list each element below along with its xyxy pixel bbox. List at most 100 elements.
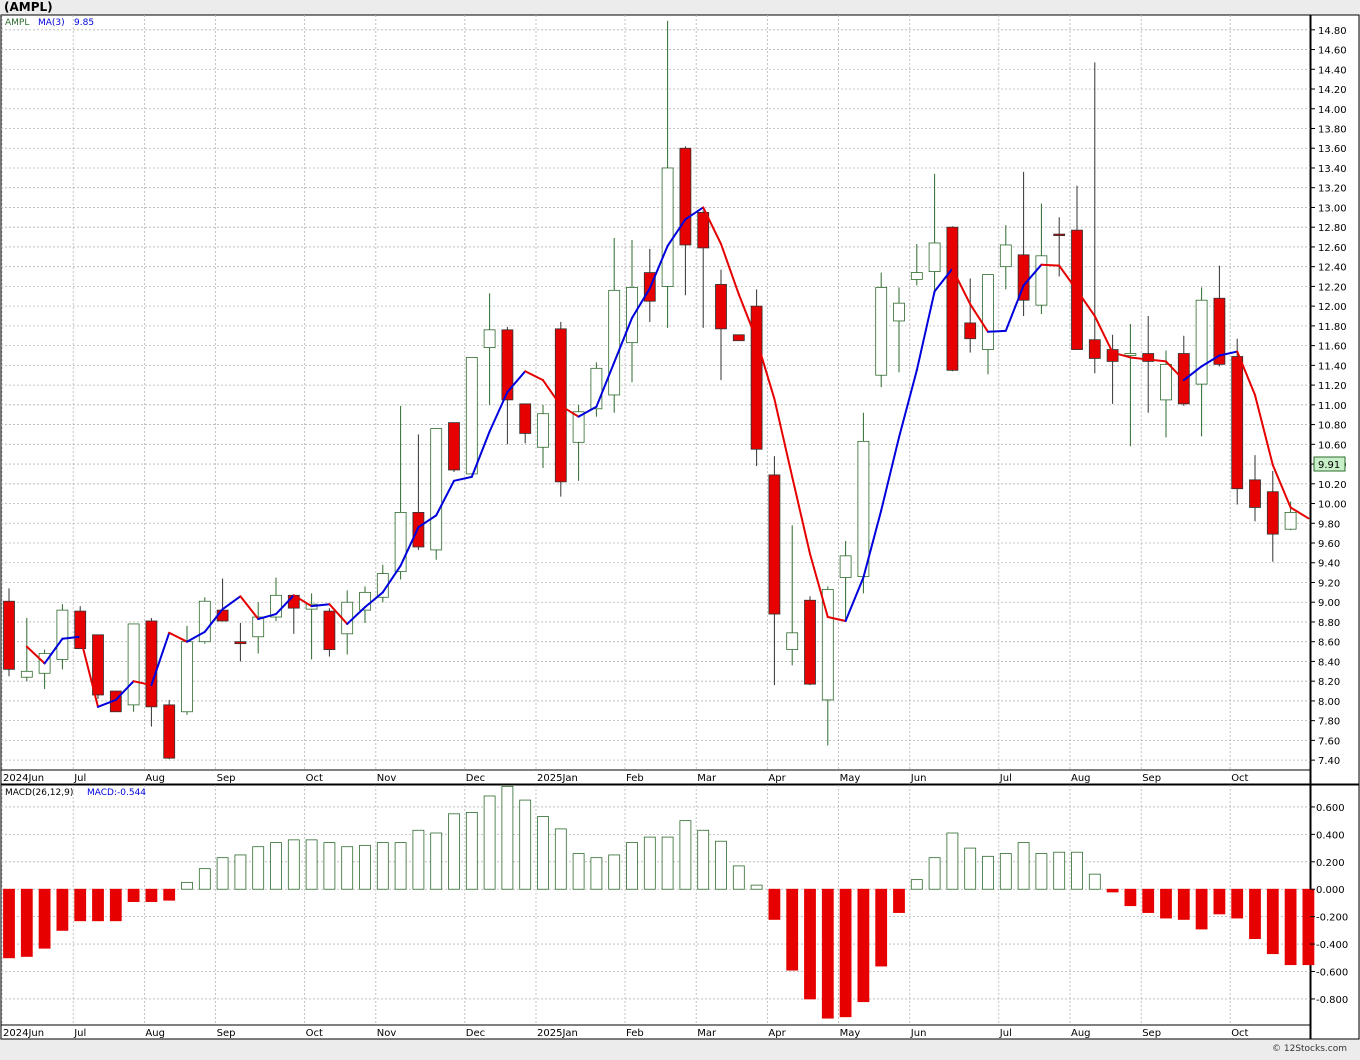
date-label: Sep (1142, 1028, 1161, 1039)
macd-bar-negative (1142, 888, 1155, 913)
ma-segment (97, 698, 117, 708)
ma-segment (987, 329, 1007, 333)
price-tick-label: 13.40 (1318, 164, 1347, 175)
candle-down (750, 305, 763, 450)
macd-bar-negative (768, 888, 781, 920)
macd-bar-positive (216, 857, 229, 890)
candle-up (910, 272, 923, 280)
date-label: Mar (697, 1028, 717, 1039)
ma-segment (257, 613, 277, 620)
macd-tick-label: -0.800 (1316, 995, 1348, 1006)
candle-up (999, 244, 1012, 268)
price-tick-label: 8.20 (1318, 677, 1340, 688)
ma-segment (933, 267, 954, 293)
ma-segment (880, 436, 900, 512)
candle-down (946, 226, 959, 371)
macd-bar-positive (608, 854, 621, 890)
last-price-badge-box (1313, 456, 1346, 472)
macd-bar-negative (875, 888, 888, 967)
ma-segment (364, 591, 384, 609)
price-tick-label: 8.00 (1318, 697, 1340, 708)
macd-bar-negative (127, 888, 140, 902)
macd-bar-negative (839, 888, 852, 1018)
macd-bar-positive (661, 836, 674, 890)
candle-down (679, 147, 692, 246)
macd-tick-label: 0.600 (1316, 803, 1345, 814)
price-tick-label: 9.20 (1318, 578, 1340, 589)
macd-bar-positive (305, 839, 318, 890)
macd-bar-positive (376, 842, 389, 890)
price-tick-label: 8.40 (1318, 657, 1340, 668)
price-tick-label: 10.20 (1318, 480, 1347, 491)
date-label: Jul (73, 1028, 86, 1039)
ma-segment (1182, 365, 1203, 382)
date-label: Jul (73, 773, 86, 784)
ma-segment (1218, 350, 1239, 357)
candle-down (3, 600, 15, 670)
candle-up (626, 286, 638, 344)
candle-down (732, 334, 745, 342)
macd-tick-label: 0.400 (1316, 830, 1345, 841)
ma-segment (648, 244, 669, 290)
moving-average-layer (25, 206, 1310, 708)
date-label: 2025Jan (537, 1028, 578, 1039)
candle-down (1266, 491, 1279, 535)
price-tick-label: 13.80 (1318, 124, 1347, 135)
macd-bar-negative (20, 888, 33, 957)
price-tick-label: 12.00 (1318, 302, 1347, 313)
macd-bar-positive (483, 795, 496, 890)
date-label: Dec (466, 1028, 485, 1039)
price-tick-label: 9.00 (1318, 598, 1340, 609)
macd-label: MACD(26,12,9) (5, 788, 73, 798)
candle-down (92, 634, 104, 696)
ma-segment (559, 404, 580, 418)
price-tick-label: 11.20 (1318, 381, 1347, 392)
ma-segment (470, 430, 491, 478)
macd-bar-positive (252, 846, 265, 890)
macd-bar-negative (38, 888, 51, 949)
price-tick-label: 12.60 (1318, 243, 1347, 254)
candle-down (519, 403, 532, 434)
macd-bar-negative (857, 888, 870, 1003)
ma-segment (168, 631, 188, 643)
ma-segment (524, 370, 544, 382)
date-label: 2024Jun (3, 1028, 44, 1039)
macd-bar-positive (732, 865, 745, 890)
candle-up (1035, 255, 1048, 306)
price-tick-label: 10.80 (1318, 421, 1347, 432)
candle-up (483, 329, 496, 348)
candle-down (1231, 356, 1244, 490)
ma-segment (1147, 358, 1167, 363)
macd-bar-negative (804, 888, 816, 1000)
macd-bar-positive (537, 816, 549, 890)
candle-up (1284, 512, 1297, 530)
candle-up (857, 440, 870, 577)
price-tick-label: 14.20 (1318, 85, 1347, 96)
ma-segment (631, 287, 651, 319)
candle-up (127, 623, 140, 706)
date-label: Apr (768, 773, 786, 784)
macd-bar-positive (1035, 853, 1048, 890)
macd-bar-negative (56, 888, 69, 931)
macd-bar-negative (1266, 888, 1279, 955)
macd-bar-positive (626, 842, 638, 890)
ma-segment (702, 206, 722, 245)
macd-bar-positive (697, 829, 710, 890)
macd-bar-positive (750, 884, 763, 890)
last-price-badge: 9.91 (1318, 460, 1340, 471)
date-label: Jul (999, 1028, 1012, 1039)
ma-segment (809, 552, 829, 619)
ma-segment (1129, 356, 1150, 361)
candle-up (20, 670, 33, 678)
macd-bar-positive (270, 842, 282, 890)
price-tick-label: 12.20 (1318, 282, 1347, 293)
grid-layer (1, 15, 1310, 1025)
symbol-title: (AMPL) (4, 0, 53, 14)
candle-down (804, 599, 816, 685)
macd-bar-positive (181, 881, 193, 890)
price-tick-label: 12.80 (1318, 223, 1347, 234)
legend-ma-value: 9.85 (74, 18, 94, 28)
price-tick-label: 10.60 (1318, 440, 1347, 451)
macd-bar-negative (163, 888, 176, 901)
ma-segment (1236, 350, 1256, 396)
